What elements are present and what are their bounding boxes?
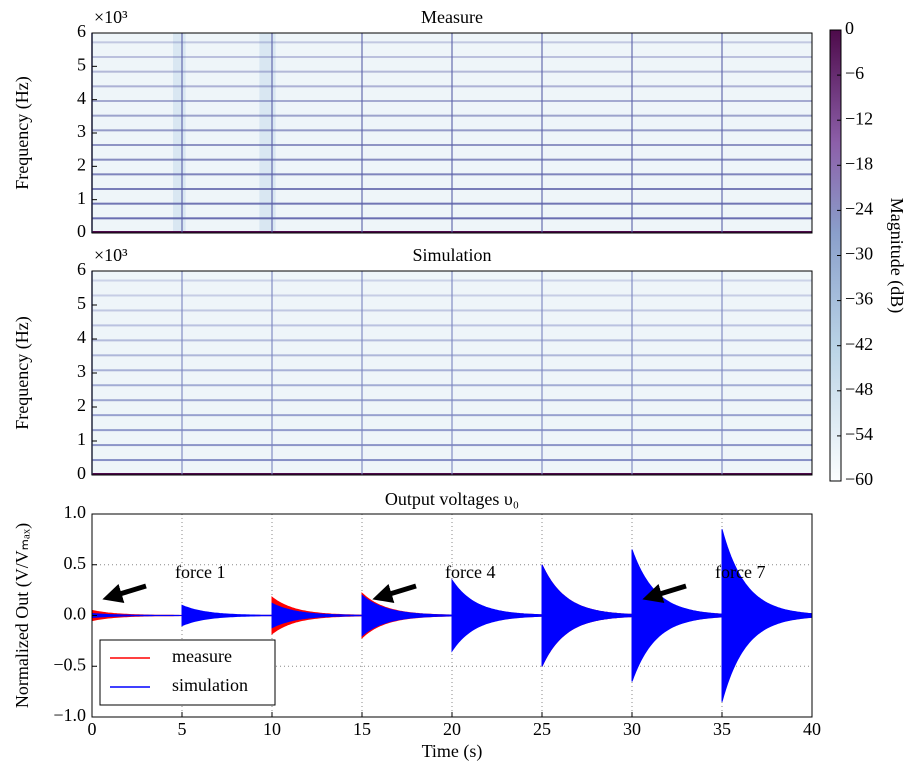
- y-tick-label: 0: [77, 221, 86, 241]
- x-tick-label: 35: [713, 719, 731, 739]
- y-tick-label: 0: [77, 463, 86, 483]
- x-tick-label: 25: [533, 719, 551, 739]
- y-tick-label: 4: [77, 327, 86, 347]
- y-tick-label: −0.5: [53, 654, 86, 674]
- colorbar-tick-label: −48: [845, 379, 873, 399]
- colorbar-tick-label: −12: [845, 108, 873, 128]
- x-tick-label: 0: [88, 719, 97, 739]
- annotation: force 1: [175, 562, 225, 582]
- x-tick-label: 5: [178, 719, 187, 739]
- onset-line: [631, 33, 633, 233]
- y-tick-label: 2: [77, 154, 86, 174]
- annotation: force 7: [715, 562, 765, 582]
- onset-line: [271, 33, 273, 233]
- x-tick-label: 10: [263, 719, 281, 739]
- annotation-arrow: [642, 583, 687, 604]
- y-tick-label: 5: [77, 293, 86, 313]
- onset-line: [361, 271, 363, 475]
- colorbar-tick-label: −36: [845, 289, 873, 309]
- annotation: force 4: [445, 562, 495, 582]
- legend-box: [99, 639, 276, 706]
- y-tick-label: 3: [77, 361, 86, 381]
- colorbar-tick-label: 0: [845, 18, 854, 38]
- onset-line: [631, 271, 633, 475]
- panel-title: Output voltages υ₀: [385, 489, 519, 509]
- multiplier: ×10³: [94, 7, 128, 27]
- panel-title: Measure: [421, 7, 483, 27]
- y-tick-label: 2: [77, 395, 86, 415]
- colorbar-label: Magnitude (dB): [886, 198, 907, 313]
- legend-label: measure: [172, 646, 232, 666]
- y-axis-label: Frequency (Hz): [12, 316, 33, 429]
- onset-line: [721, 271, 723, 475]
- x-tick-label: 40: [803, 719, 821, 739]
- y-tick-label: 3: [77, 121, 86, 141]
- onset-line: [541, 33, 543, 233]
- y-tick-label: 1: [77, 188, 86, 208]
- colorbar-tick-label: −60: [845, 469, 873, 489]
- y-tick-label: 0.0: [64, 604, 87, 624]
- onset-line: [181, 33, 183, 233]
- colorbar-tick-label: −6: [845, 63, 864, 83]
- panel-title: Simulation: [412, 245, 491, 265]
- onset-line: [271, 271, 273, 475]
- multiplier: ×10³: [94, 245, 128, 265]
- y-tick-label: −1.0: [53, 705, 86, 725]
- y-tick-label: 4: [77, 88, 86, 108]
- colorbar-tick-label: −42: [845, 334, 873, 354]
- y-tick-label: 5: [77, 54, 86, 74]
- y-tick-label: 0.5: [64, 553, 87, 573]
- y-axis-label: Normalized Out (V/Vₘₐₓ): [12, 523, 33, 708]
- legend-label: simulation: [172, 675, 248, 695]
- y-axis-label: Frequency (Hz): [12, 76, 33, 189]
- onset-line: [181, 271, 183, 475]
- onset-line: [361, 33, 363, 233]
- colorbar-tick-label: −18: [845, 153, 873, 173]
- x-tick-label: 20: [443, 719, 461, 739]
- y-tick-label: 6: [77, 21, 86, 41]
- legend: measure simulation: [99, 639, 276, 706]
- onset-line: [451, 33, 453, 233]
- y-tick-label: 6: [77, 259, 86, 279]
- x-tick-label: 15: [353, 719, 371, 739]
- onset-line: [541, 271, 543, 475]
- y-tick-label: 1: [77, 429, 86, 449]
- x-tick-label: 30: [623, 719, 641, 739]
- x-axis-label: Time (s): [422, 741, 483, 762]
- colorbar-tick-label: −24: [845, 199, 873, 219]
- y-tick-label: 1.0: [64, 502, 87, 522]
- annotation-arrow: [102, 583, 147, 604]
- annotation-arrow: [372, 583, 417, 604]
- onset-line: [721, 33, 723, 233]
- onset-line: [451, 271, 453, 475]
- colorbar-tick-label: −54: [845, 424, 873, 444]
- colorbar-tick-label: −30: [845, 244, 873, 264]
